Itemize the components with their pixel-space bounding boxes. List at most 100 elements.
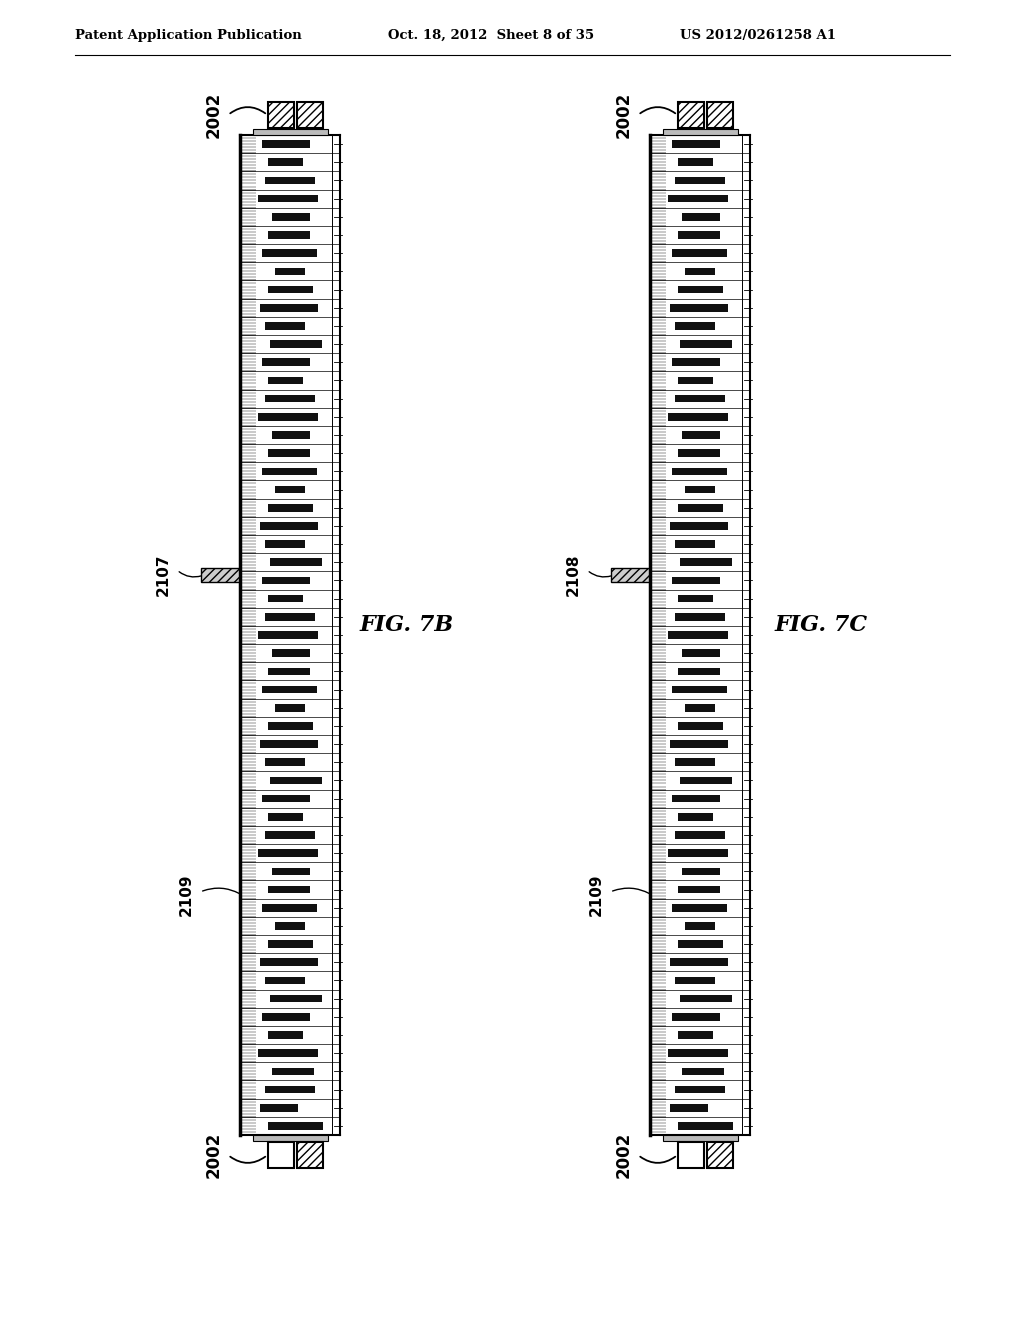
Bar [262, 467, 317, 475]
Bar [663, 1135, 737, 1140]
Bar [672, 577, 720, 585]
Bar [670, 304, 728, 312]
Bar [670, 741, 728, 748]
Bar [678, 504, 723, 512]
Text: 2108: 2108 [565, 554, 581, 597]
Text: 2107: 2107 [156, 554, 171, 597]
Bar [678, 1142, 703, 1168]
Bar [678, 376, 713, 384]
Bar [262, 577, 310, 585]
Bar [270, 776, 322, 784]
Bar [262, 685, 317, 693]
Bar [678, 158, 713, 166]
Bar [275, 923, 305, 929]
Bar [675, 977, 715, 985]
Bar [668, 195, 728, 202]
Bar [682, 867, 720, 875]
Bar [258, 413, 318, 421]
Bar [265, 540, 305, 548]
Bar [675, 612, 725, 620]
Bar [268, 1031, 303, 1039]
Bar [678, 102, 703, 128]
Bar [272, 432, 310, 438]
Bar [678, 722, 723, 730]
Bar [262, 249, 317, 257]
Bar [267, 1142, 294, 1168]
Bar [270, 995, 322, 1002]
Bar [682, 432, 720, 438]
Bar [672, 795, 720, 803]
Bar [272, 649, 310, 657]
Bar [680, 995, 732, 1002]
Bar [268, 595, 303, 602]
Text: FIG. 7C: FIG. 7C [775, 614, 868, 636]
Bar [680, 776, 732, 784]
Bar [268, 940, 313, 948]
Bar [258, 1049, 318, 1057]
Bar [680, 558, 732, 566]
Bar [297, 1142, 323, 1168]
Bar [707, 1142, 732, 1168]
Bar [675, 540, 715, 548]
Text: 2109: 2109 [178, 874, 194, 916]
Bar [678, 1122, 733, 1130]
Bar [678, 940, 723, 948]
Bar [670, 523, 728, 529]
Bar [682, 649, 720, 657]
Bar [297, 102, 323, 128]
Bar [262, 795, 310, 803]
Bar [675, 832, 725, 838]
Bar [707, 102, 732, 128]
Bar [258, 195, 318, 202]
Bar [262, 140, 310, 148]
Bar [272, 1068, 314, 1076]
Bar [685, 268, 715, 275]
Bar [268, 886, 310, 894]
Bar [268, 285, 313, 293]
Bar [678, 231, 720, 239]
Bar [262, 904, 317, 912]
Bar [297, 1142, 323, 1168]
Bar [685, 486, 715, 494]
Bar [258, 631, 318, 639]
Text: FIG. 7B: FIG. 7B [360, 614, 454, 636]
Bar [672, 685, 727, 693]
Bar [260, 958, 318, 966]
Bar [678, 449, 720, 457]
Text: 2109: 2109 [589, 874, 603, 916]
Bar [265, 1086, 315, 1093]
Bar [270, 558, 322, 566]
Bar [675, 1086, 725, 1093]
Bar [675, 177, 725, 185]
Bar [270, 341, 322, 348]
Bar [678, 886, 720, 894]
Bar [275, 704, 305, 711]
Bar [678, 1031, 713, 1039]
Text: 2002: 2002 [205, 92, 223, 139]
Bar [262, 359, 310, 366]
Text: Oct. 18, 2012  Sheet 8 of 35: Oct. 18, 2012 Sheet 8 of 35 [388, 29, 594, 41]
Bar [265, 759, 305, 766]
Bar [253, 129, 328, 135]
Bar [707, 102, 732, 128]
Bar [668, 849, 728, 857]
Bar [201, 568, 239, 582]
Text: Patent Application Publication: Patent Application Publication [75, 29, 302, 41]
Bar [678, 813, 713, 821]
Bar [672, 904, 727, 912]
Bar [268, 668, 310, 676]
Bar [672, 140, 720, 148]
Bar [267, 102, 294, 128]
Bar [260, 304, 318, 312]
Bar [672, 359, 720, 366]
Bar [260, 523, 318, 529]
Bar [260, 741, 318, 748]
Bar [265, 612, 315, 620]
Bar [707, 1142, 732, 1168]
Bar [275, 486, 305, 494]
Bar [672, 249, 727, 257]
Bar [678, 668, 720, 676]
Bar [611, 568, 649, 582]
Bar [268, 158, 303, 166]
Bar [685, 923, 715, 929]
